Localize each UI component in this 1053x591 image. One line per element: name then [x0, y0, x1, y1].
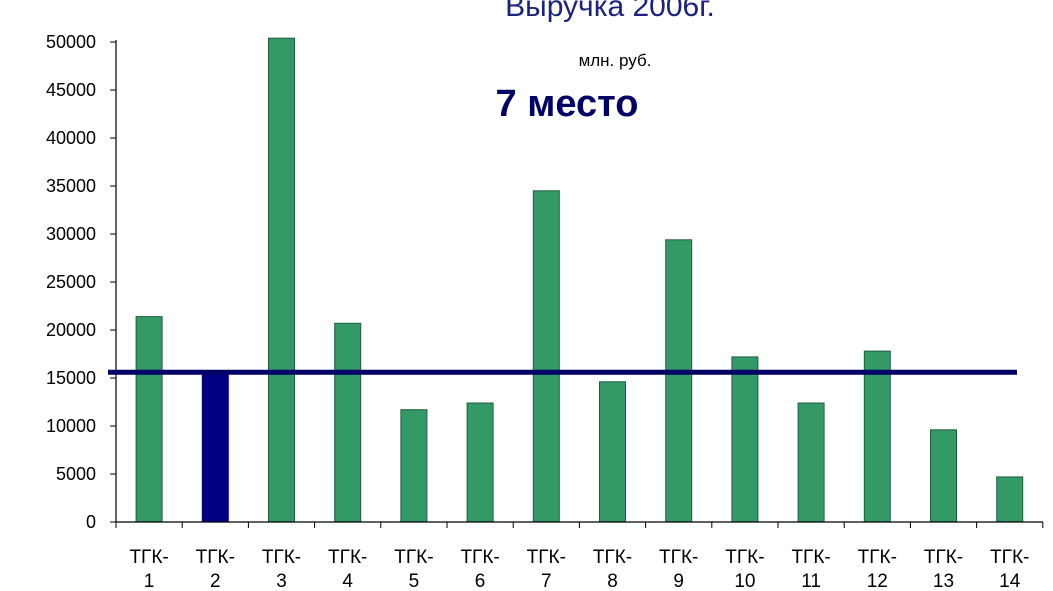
y-tick-label: 50000 — [46, 32, 96, 52]
x-category-label: ТГК-7 — [527, 547, 566, 591]
bar-ТГК-11 — [797, 402, 825, 523]
x-category-label: ТГК-10 — [725, 547, 764, 591]
y-tick-label: 45000 — [46, 80, 96, 100]
y-tick-labels: 0 5000 10000 15000 20000 25000 30000 35000 40000… — [46, 32, 96, 532]
bar-ТГК-13 — [930, 429, 957, 523]
bar-ТГК-2 — [201, 371, 229, 523]
unit-label: млн. руб. — [579, 51, 652, 70]
bar-ТГК-8 — [599, 381, 626, 523]
y-tick-label: 20000 — [46, 320, 96, 340]
x-category-label: ТГК-8 — [593, 547, 632, 591]
x-category-label: ТГК-6 — [460, 547, 499, 591]
x-category-label: ТГК-12 — [858, 547, 897, 591]
bar-ТГК-4 — [334, 322, 362, 523]
x-category-label: ТГК-3 — [262, 547, 301, 591]
y-tick-label: 25000 — [46, 272, 96, 292]
bar-ТГК-14 — [996, 476, 1024, 523]
x-category-label: ТГК-14 — [990, 547, 1029, 591]
axes-group — [110, 40, 1044, 528]
y-tick-label: 35000 — [46, 176, 96, 196]
place-annotation: 7 место — [496, 83, 639, 125]
y-tick-label: 40000 — [46, 128, 96, 148]
bar-ТГК-6 — [466, 402, 494, 523]
y-tick-label: 0 — [86, 512, 96, 532]
chart-title: Выручка 2006г. — [505, 0, 715, 23]
x-category-label: ТГК-11 — [791, 547, 830, 591]
y-tick-label: 5000 — [56, 464, 96, 484]
bar-ТГК-10 — [731, 356, 759, 523]
y-tick-label: 10000 — [46, 416, 96, 436]
x-category-label: ТГК-2 — [196, 547, 235, 591]
bar-ТГК-1 — [135, 316, 163, 523]
bar-ТГК-3 — [268, 37, 295, 523]
x-category-label: ТГК-9 — [659, 547, 698, 591]
x-category-label: ТГК-5 — [394, 547, 433, 591]
y-tick-label: 30000 — [46, 224, 96, 244]
bar-ТГК-5 — [400, 409, 428, 523]
y-tick-label: 15000 — [46, 368, 96, 388]
bars-group — [135, 37, 1024, 523]
x-category-label: ТГК-13 — [924, 547, 963, 591]
bar-ТГК-9 — [665, 239, 693, 523]
bar-ТГК-12 — [863, 350, 891, 523]
x-category-label: ТГК-1 — [129, 547, 168, 591]
x-category-label: ТГК-4 — [328, 547, 367, 591]
bar-ТГК-7 — [532, 190, 560, 523]
x-category-labels: ТГК-1 ТГК-2 ТГК-3 ТГК-4 ТГК-5 ТГК-6 ТГК-7 ТГК-8… — [129, 547, 1029, 591]
